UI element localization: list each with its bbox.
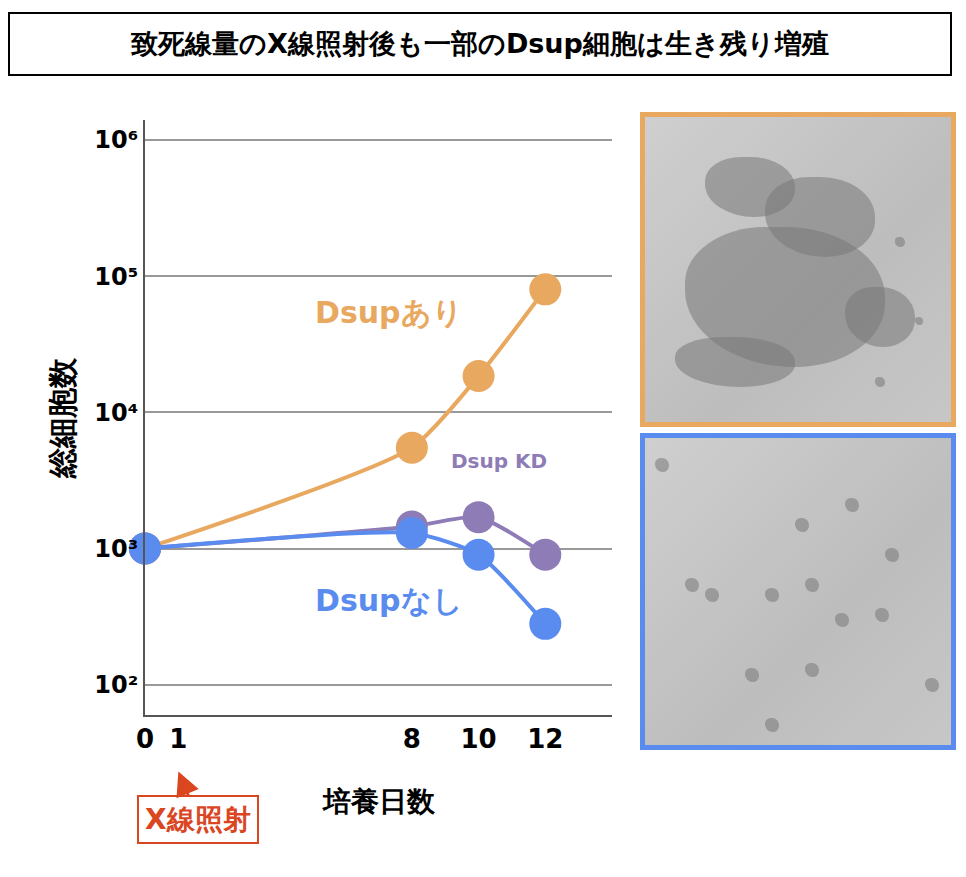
svg-text:10⁵: 10⁵	[94, 263, 138, 291]
svg-text:10: 10	[460, 724, 496, 754]
html-text:致死線量のX線照射後も一部のDsup細胞は生き残り増殖: 致死線量のX線照射後も一部のDsup細胞は生き残り増殖	[131, 28, 829, 59]
svg-text:8: 8	[403, 724, 421, 754]
svg-text:10²: 10²	[94, 671, 138, 699]
svg-text:12: 12	[527, 724, 563, 754]
svg-text:X線照射: X線照射	[145, 803, 251, 836]
svg-text:10⁶: 10⁶	[94, 126, 138, 154]
svg-text:10³: 10³	[94, 535, 138, 563]
svg-text:総細胞数: 総細胞数	[45, 357, 80, 479]
svg-text:10⁴: 10⁴	[94, 399, 138, 427]
svg-text:Dsupなし: Dsupなし	[315, 583, 463, 618]
svg-text:Dsupあり: Dsupあり	[315, 295, 463, 330]
svg-text:0: 0	[136, 724, 154, 754]
svg-text:Dsup KD: Dsup KD	[451, 449, 547, 473]
svg-text:培養日数: 培養日数	[321, 785, 436, 818]
svg-text:1: 1	[169, 724, 187, 754]
